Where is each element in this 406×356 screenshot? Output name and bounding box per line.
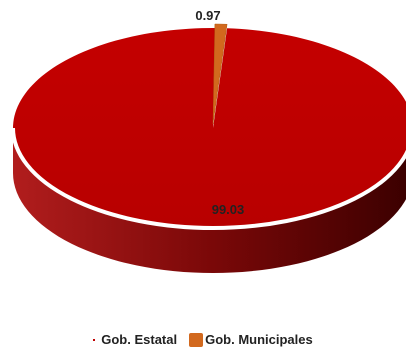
pie-slice-gob-municipales <box>212 23 228 125</box>
legend: Gob. Estatal Gob. Municipales <box>0 332 406 347</box>
pie-rim-highlight <box>11 127 406 230</box>
pie-slice-side-gob-estatal <box>13 128 406 273</box>
legend-swatch-gob-estatal <box>93 338 96 341</box>
data-label-gob-estatal: 99.03 <box>212 202 245 217</box>
legend-label-gob-municipales: Gob. Municipales <box>205 332 313 347</box>
pie-slice-gob-estatal <box>13 28 406 228</box>
legend-swatch-gob-municipales <box>189 332 204 347</box>
data-label-gob-municipales: 0.97 <box>195 8 220 23</box>
legend-label-gob-estatal: Gob. Estatal <box>101 332 178 347</box>
legend-item-gob-municipales: Gob. Municipales <box>189 332 313 347</box>
legend-item-gob-estatal: Gob. Estatal <box>93 332 177 347</box>
